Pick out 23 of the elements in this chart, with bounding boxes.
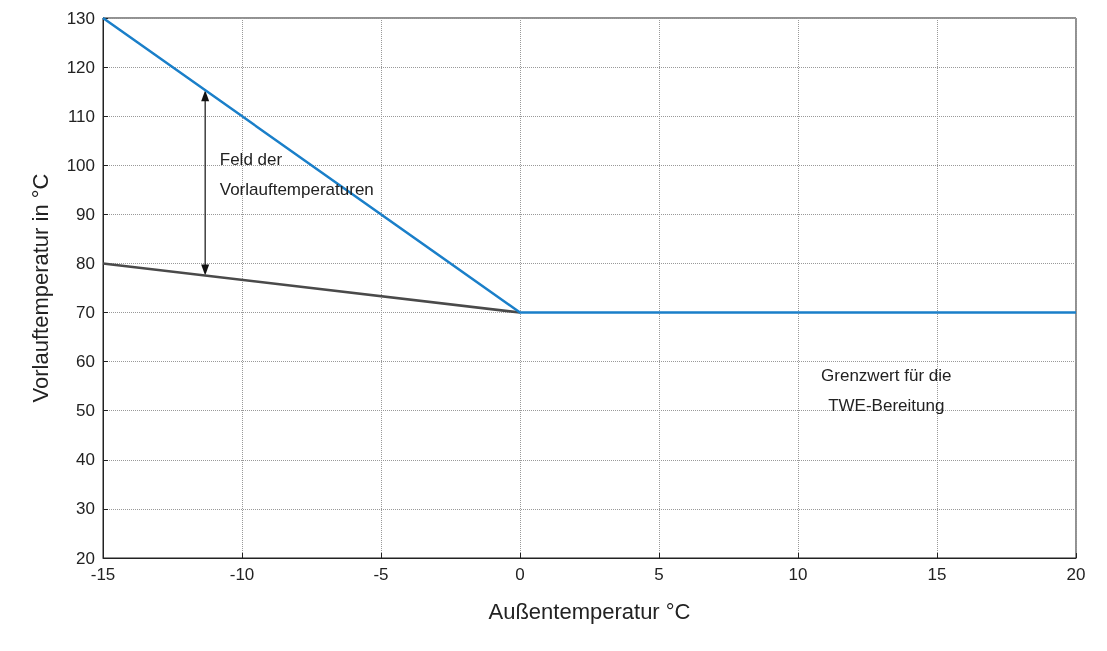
annotation: Grenzwert für die TWE-Bereitung — [821, 366, 952, 416]
x-tick-label: 10 — [788, 565, 808, 584]
y-tick-label: 90 — [76, 204, 95, 224]
y-tick-label: 100 — [66, 155, 95, 175]
y-tick-label: 120 — [66, 57, 95, 77]
x-tick-label: -10 — [229, 565, 255, 584]
x-tick-label: 20 — [1066, 565, 1086, 584]
x-tick-label: 0 — [515, 565, 525, 584]
x-tick-label: -15 — [90, 565, 116, 584]
y-tick-label: 20 — [76, 548, 95, 568]
x-tick-label: -5 — [373, 565, 389, 584]
y-tick-label: 70 — [76, 303, 95, 323]
y-tick-label: 50 — [76, 401, 95, 421]
x-tick-label: 15 — [927, 565, 947, 584]
y-axis-title: Vorlauftemperatur in °C — [27, 173, 53, 403]
x-axis-title: Außentemperatur °C — [488, 598, 691, 624]
y-tick-label: 40 — [76, 450, 95, 470]
y-tick-label: 130 — [66, 8, 95, 28]
x-tick-label: 5 — [654, 565, 664, 584]
y-tick-label: 60 — [76, 352, 95, 372]
y-tick-label: 110 — [67, 106, 95, 126]
y-tick-label: 30 — [76, 499, 95, 519]
y-tick-label: 80 — [76, 253, 95, 273]
